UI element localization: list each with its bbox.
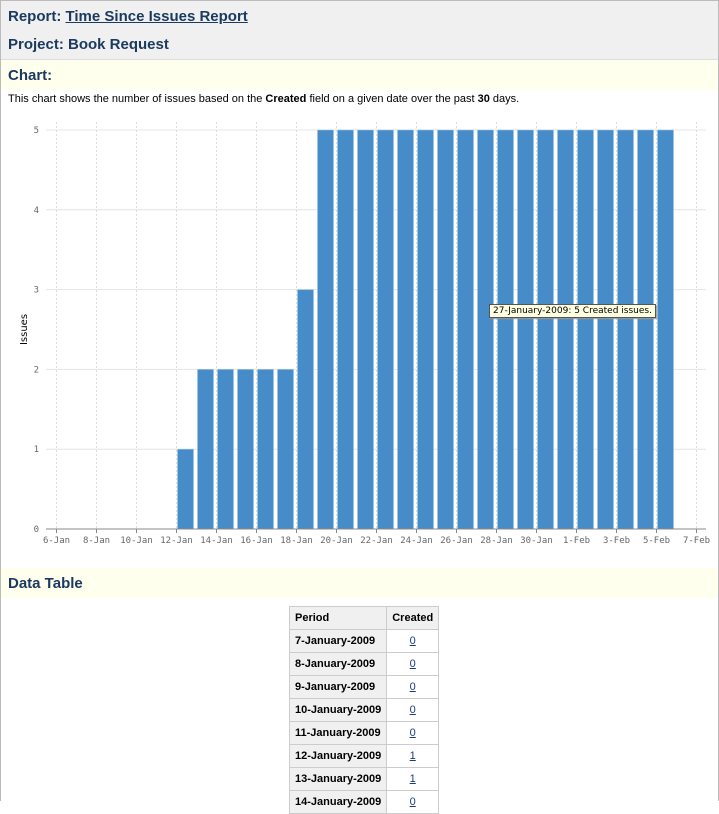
created-count-link[interactable]: 0	[409, 681, 416, 693]
table-row: 10-January-2009 0	[288, 698, 440, 722]
issues-bar-chart: 0 1 2 3 4 5 6-Jan 8-Jan 10-Jan 12-Jan 14-Jan 16-Jan…	[19, 122, 710, 546]
column-header: Period	[288, 606, 388, 630]
created-count-link[interactable]: 1	[409, 773, 416, 785]
x-tick-label: 30-Jan	[520, 536, 553, 546]
created-cell: 1	[386, 767, 440, 791]
bar-1-Feb	[577, 129, 594, 530]
created-cell: 1	[386, 744, 440, 768]
x-tick-label: 16-Jan	[240, 536, 273, 546]
bar-5-Feb	[657, 129, 674, 530]
bar-17-Jan	[277, 369, 294, 530]
column-header: Created	[386, 606, 440, 630]
chart-section-header: Chart:	[1, 60, 718, 90]
bar-30-Jan	[537, 129, 554, 530]
data-table-heading: Data Table	[8, 575, 83, 592]
report-title: Report: Time Since Issues Report	[8, 8, 248, 25]
report-label: Report:	[8, 8, 62, 25]
x-tick-label: 1-Feb	[563, 536, 590, 546]
bar-18-Jan	[297, 289, 314, 530]
created-cell: 0	[386, 652, 440, 676]
x-tick-label: 20-Jan	[320, 536, 353, 546]
x-tick-label: 7-Feb	[683, 536, 710, 546]
x-tick-label: 26-Jan	[440, 536, 473, 546]
data-table: Period Created 7-January-2009 0 8-January-20…	[288, 606, 440, 814]
table-row: 11-January-2009 0	[288, 721, 440, 745]
y-tick-label: 1	[34, 445, 39, 455]
data-table-section-header: Data Table	[1, 568, 718, 598]
bar-20-Jan	[337, 129, 354, 530]
table-row: 9-January-2009 0	[288, 675, 440, 699]
period-cell: 13-January-2009	[288, 767, 388, 791]
bar-25-Jan	[437, 129, 454, 530]
x-tick-label: 8-Jan	[83, 536, 110, 546]
created-count-link[interactable]: 0	[409, 704, 416, 716]
bar-28-Jan	[497, 129, 514, 530]
x-tick-label: 24-Jan	[400, 536, 433, 546]
bar-15-Jan	[237, 369, 254, 530]
table-row: 7-January-2009 0	[288, 629, 440, 653]
y-tick-label: 0	[34, 525, 39, 535]
report-header	[1, 1, 718, 60]
created-cell: 0	[386, 790, 440, 814]
bar-19-Jan	[317, 129, 334, 530]
bar-3-Feb	[617, 129, 634, 530]
bar-23-Jan	[397, 129, 414, 530]
chart-description: This chart shows the number of issues ba…	[8, 93, 520, 105]
bar-16-Jan	[257, 369, 274, 530]
project-title: Project: Book Request	[8, 36, 169, 53]
bar-13-Jan	[197, 369, 214, 530]
bar-4-Feb	[637, 129, 654, 530]
bar-12-Jan	[177, 448, 194, 530]
period-cell: 11-January-2009	[288, 721, 388, 745]
period-cell: 7-January-2009	[288, 629, 388, 653]
created-count-link[interactable]: 0	[409, 727, 416, 739]
x-tick-label: 5-Feb	[643, 536, 670, 546]
x-tick-label: 12-Jan	[160, 536, 193, 546]
bar-14-Jan	[217, 369, 234, 530]
bar-26-Jan	[457, 129, 474, 530]
period-cell: 12-January-2009	[288, 744, 388, 768]
y-tick-label: 4	[34, 206, 39, 216]
created-count-link[interactable]: 1	[409, 750, 416, 762]
y-tick-label: 2	[34, 365, 39, 375]
bar-22-Jan	[377, 129, 394, 530]
bar-24-Jan	[417, 129, 434, 530]
bar-27-Jan	[477, 129, 494, 530]
x-tick-label: 22-Jan	[360, 536, 393, 546]
created-cell: 0	[386, 629, 440, 653]
y-tick-label: 3	[34, 286, 39, 296]
bar-29-Jan	[517, 129, 534, 530]
x-tick-label: 6-Jan	[43, 536, 70, 546]
bar-21-Jan	[357, 129, 374, 530]
created-count-link[interactable]: 0	[409, 635, 416, 647]
created-cell: 0	[386, 675, 440, 699]
x-tick-label: 18-Jan	[280, 536, 313, 546]
period-cell: 8-January-2009	[288, 652, 388, 676]
report-name-link[interactable]: Time Since Issues Report	[65, 8, 248, 25]
x-tick-label: 10-Jan	[120, 536, 153, 546]
period-cell: 10-January-2009	[288, 698, 388, 722]
bar-2-Feb	[597, 129, 614, 530]
table-row: 8-January-2009 0	[288, 652, 440, 676]
y-tick-label: 5	[34, 126, 39, 136]
table-row: 13-January-2009 1	[288, 767, 440, 791]
x-tick-label: 14-Jan	[200, 536, 233, 546]
x-tick-label: 28-Jan	[480, 536, 513, 546]
y-axis-label: Issues	[19, 314, 30, 345]
table-row: 14-January-2009 0	[288, 790, 440, 814]
created-count-link[interactable]: 0	[409, 796, 416, 808]
created-cell: 0	[386, 721, 440, 745]
table-row: 12-January-2009 1	[288, 744, 440, 768]
bar-31-Jan	[557, 129, 574, 530]
created-cell: 0	[386, 698, 440, 722]
x-tick-label: 3-Feb	[603, 536, 630, 546]
period-cell: 14-January-2009	[288, 790, 388, 814]
chart-tooltip: 27-January-2009: 5 Created issues.	[489, 304, 656, 318]
created-count-link[interactable]: 0	[409, 658, 416, 670]
period-cell: 9-January-2009	[288, 675, 388, 699]
chart-heading: Chart:	[8, 67, 53, 84]
